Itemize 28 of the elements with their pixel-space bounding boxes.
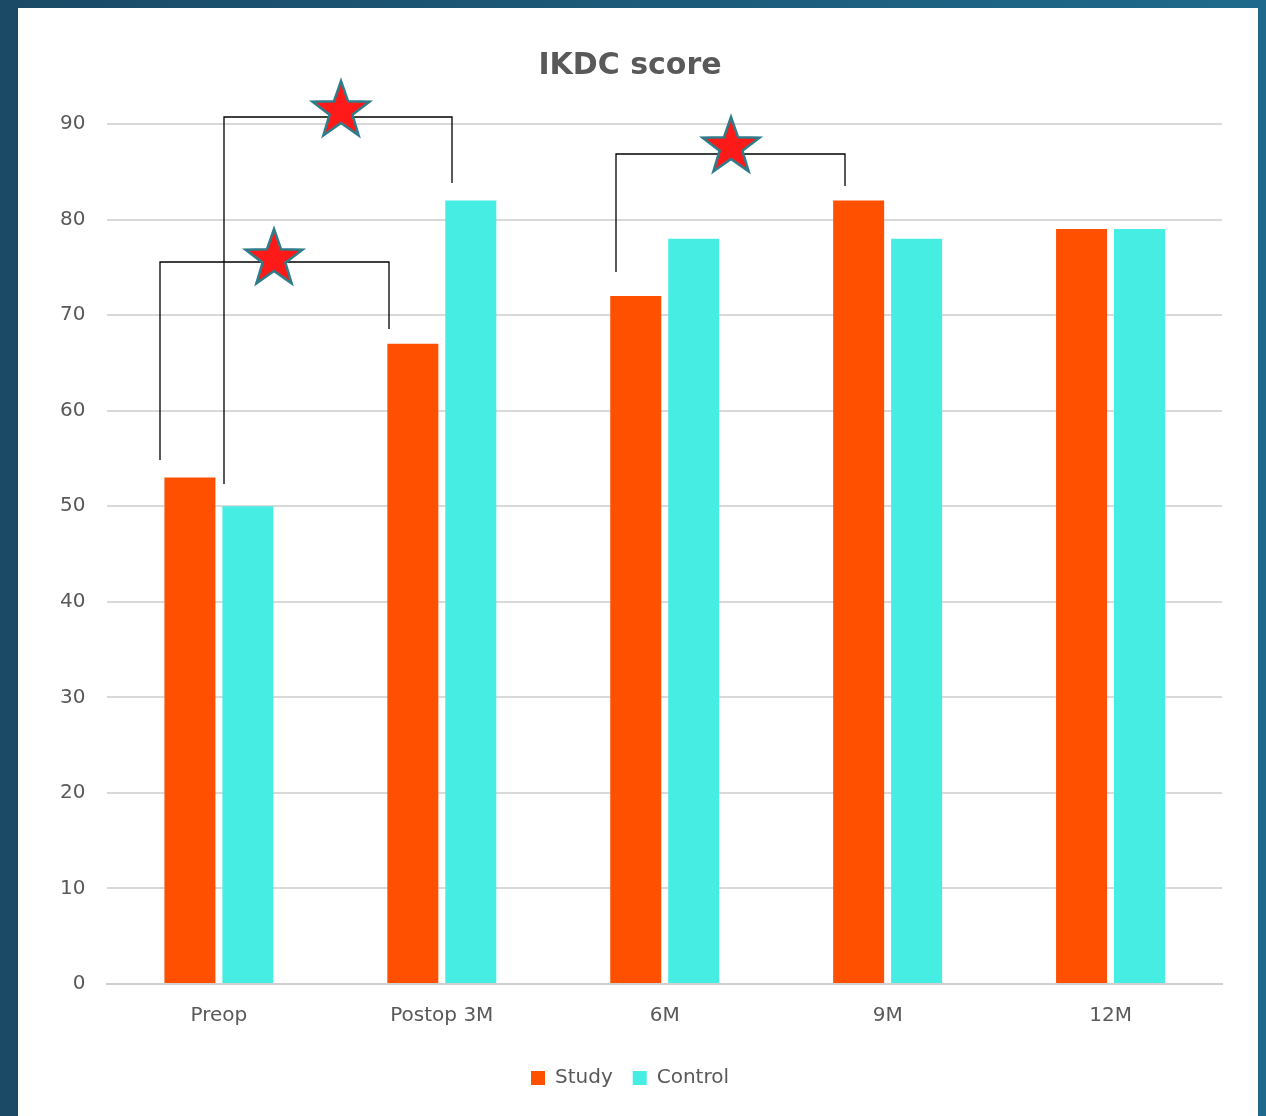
y-tick-label: 80: [60, 205, 86, 230]
y-tick-label: 60: [60, 396, 86, 421]
bar: [668, 238, 720, 983]
legend-label: Control: [656, 1064, 730, 1089]
y-tick-label: 50: [60, 492, 86, 517]
legend-label: Study: [554, 1064, 613, 1089]
bar: [164, 477, 216, 983]
bar: [1056, 229, 1108, 983]
y-tick-label: 70: [60, 301, 86, 326]
bar: [222, 506, 274, 983]
y-tick-label: 30: [60, 683, 86, 708]
bar: [445, 200, 497, 983]
x-tick-label: 9M: [872, 1002, 903, 1027]
x-tick-label: 12M: [1089, 1002, 1132, 1027]
x-tick-label: 6M: [649, 1002, 680, 1027]
y-tick-label: 10: [60, 874, 86, 899]
y-tick-label: 90: [60, 110, 86, 135]
chart-title: IKDC score: [538, 45, 722, 81]
y-tick-label: 0: [72, 970, 86, 995]
y-tick-label: 40: [60, 587, 86, 612]
bar: [1114, 229, 1166, 983]
bar: [891, 238, 943, 983]
bar: [610, 296, 662, 983]
bar: [387, 343, 439, 983]
y-tick-label: 20: [60, 779, 86, 804]
x-tick-label: Preop: [190, 1002, 248, 1027]
x-tick-label: Postop 3M: [390, 1002, 494, 1027]
bar: [833, 200, 885, 983]
